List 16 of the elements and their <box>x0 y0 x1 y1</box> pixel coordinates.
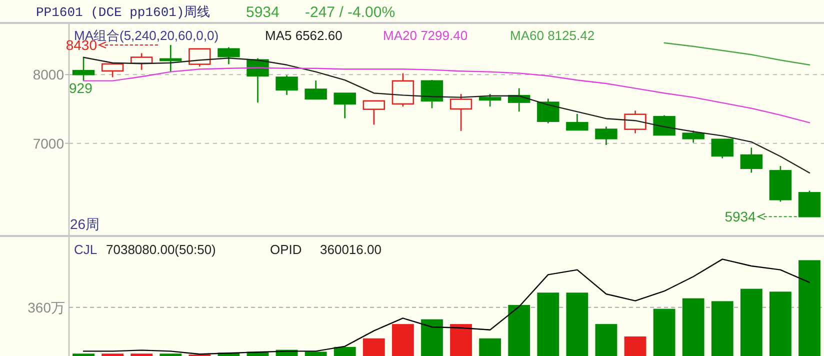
chart-title: PP1601 (DCE pp1601)周线 <box>36 5 210 20</box>
text: 360016.00 <box>320 242 382 257</box>
text: -247 / -4.00% <box>305 4 396 21</box>
series-label: MA5 6562.60 <box>265 28 342 43</box>
text: OPID <box>270 242 302 257</box>
y-tick-label: 8000 <box>32 66 64 83</box>
annotation: 929 <box>69 80 93 96</box>
text: 7038080.00(50:50) <box>106 242 216 257</box>
ref-line-label: 360万 <box>28 299 65 316</box>
y-tick-label: 7000 <box>32 135 64 152</box>
annotation: 5934 <box>724 208 756 225</box>
text: CJL <box>74 242 98 257</box>
text: 5934 <box>246 4 280 21</box>
text: MA20 7299.40 <box>383 28 468 43</box>
text: MA60 8125.42 <box>510 28 595 43</box>
annotation: 26周 <box>70 216 100 232</box>
